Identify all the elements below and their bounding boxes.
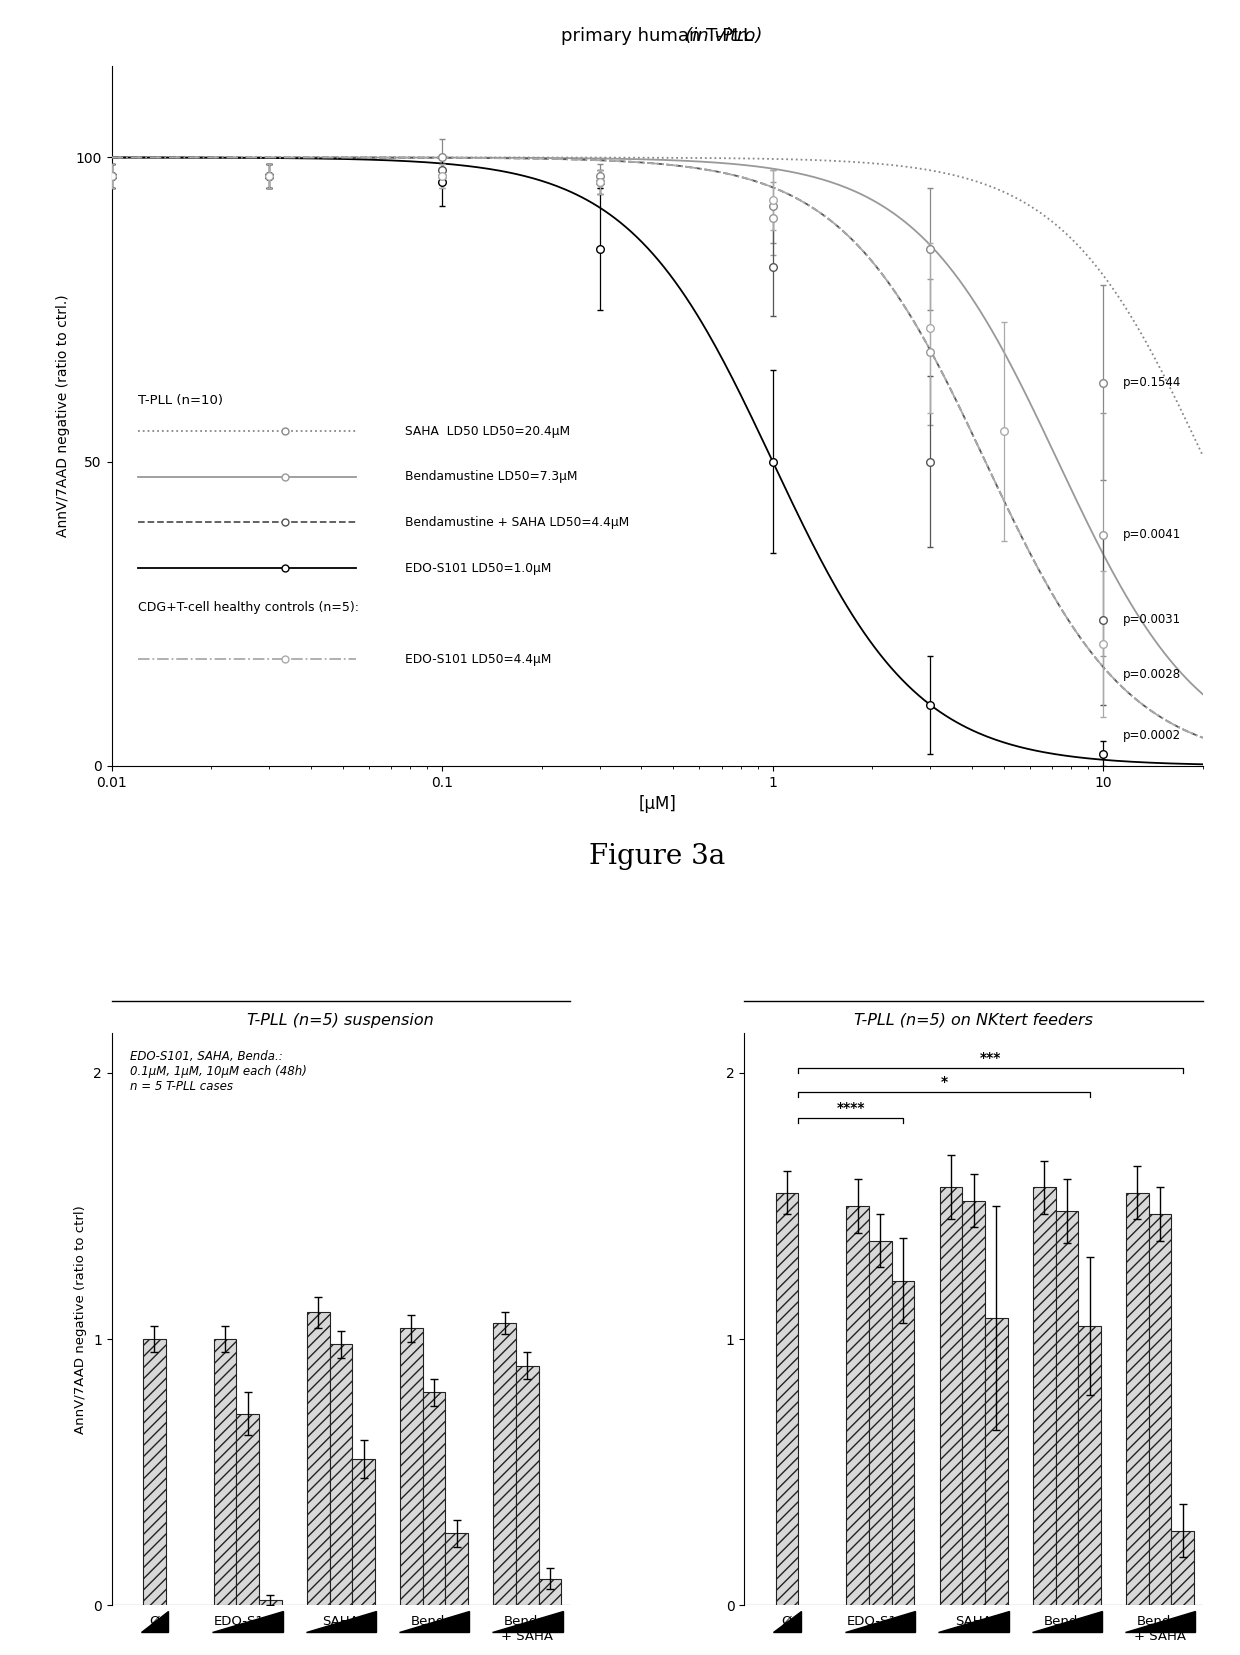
Bar (516, 1365, 538, 1605)
Bar (259, 1600, 281, 1605)
Bar (423, 1392, 445, 1605)
Text: ****: **** (836, 1102, 864, 1115)
Bar (352, 1460, 374, 1605)
Y-axis label: AnnV/7AAD negative (ratio to ctrl): AnnV/7AAD negative (ratio to ctrl) (74, 1205, 88, 1433)
Bar (1126, 1193, 1148, 1605)
Title: T-PLL (n=5) suspension: T-PLL (n=5) suspension (248, 1013, 434, 1028)
Text: Figure 3a: Figure 3a (589, 842, 725, 871)
Bar (1148, 1215, 1172, 1605)
Bar (445, 1534, 469, 1605)
Text: ​(in vitro): ​(in vitro) (553, 26, 761, 45)
Polygon shape (492, 1610, 563, 1632)
Bar (143, 1339, 166, 1605)
Bar (962, 1200, 985, 1605)
Bar (538, 1579, 562, 1605)
Text: primary human T-PLL: primary human T-PLL (562, 26, 753, 45)
Text: p=0.0002: p=0.0002 (1123, 728, 1182, 741)
Bar (940, 1187, 962, 1605)
Text: T-PLL (n=10): T-PLL (n=10) (138, 394, 223, 407)
Polygon shape (1125, 1610, 1195, 1632)
Bar (213, 1339, 236, 1605)
Bar (306, 1312, 330, 1605)
Y-axis label: AnnV/7AAD negative (ratio to ctrl.): AnnV/7AAD negative (ratio to ctrl.) (56, 295, 69, 538)
X-axis label: [μM]: [μM] (639, 794, 676, 813)
Text: EDO-S101, SAHA, Benda.:
0.1μM, 1μM, 10μM each (48h)
n = 5 T-PLL cases: EDO-S101, SAHA, Benda.: 0.1μM, 1μM, 10μM… (130, 1051, 306, 1092)
Text: EDO-S101 LD50=4.4μM: EDO-S101 LD50=4.4μM (404, 652, 551, 665)
Bar (985, 1317, 1008, 1605)
Text: p=0.1544: p=0.1544 (1123, 376, 1182, 389)
Bar (1079, 1326, 1101, 1605)
Text: Bendamustine LD50=7.3μM: Bendamustine LD50=7.3μM (404, 470, 577, 483)
Text: SAHA  LD50 LD50=20.4μM: SAHA LD50 LD50=20.4μM (404, 425, 569, 437)
Bar (1033, 1187, 1055, 1605)
Bar (776, 1193, 799, 1605)
Text: p=0.0031: p=0.0031 (1123, 614, 1182, 626)
Bar (869, 1241, 892, 1605)
Polygon shape (1032, 1610, 1102, 1632)
Bar (236, 1413, 259, 1605)
Polygon shape (939, 1610, 1008, 1632)
Text: p=0.0028: p=0.0028 (1123, 669, 1182, 682)
Polygon shape (212, 1610, 283, 1632)
Bar (1172, 1531, 1194, 1605)
Polygon shape (140, 1610, 167, 1632)
Bar (401, 1329, 423, 1605)
Title: T-PLL (n=5) on NKtert feeders: T-PLL (n=5) on NKtert feeders (854, 1013, 1092, 1028)
Text: EDO-S101 LD50=1.0μM: EDO-S101 LD50=1.0μM (404, 561, 551, 574)
Bar (892, 1281, 914, 1605)
Text: ***: *** (980, 1051, 1001, 1064)
Bar (330, 1344, 352, 1605)
Text: *: * (940, 1074, 947, 1089)
Bar (1055, 1211, 1079, 1605)
Bar (846, 1206, 869, 1605)
Polygon shape (774, 1610, 801, 1632)
Polygon shape (846, 1610, 915, 1632)
Text: CDG+T-cell healthy controls (n=5):: CDG+T-cell healthy controls (n=5): (138, 601, 358, 614)
Text: p=0.0041: p=0.0041 (1123, 528, 1182, 541)
Polygon shape (306, 1610, 376, 1632)
Polygon shape (399, 1610, 469, 1632)
Bar (494, 1322, 516, 1605)
Text: Bendamustine + SAHA LD50=4.4μM: Bendamustine + SAHA LD50=4.4μM (404, 516, 629, 530)
